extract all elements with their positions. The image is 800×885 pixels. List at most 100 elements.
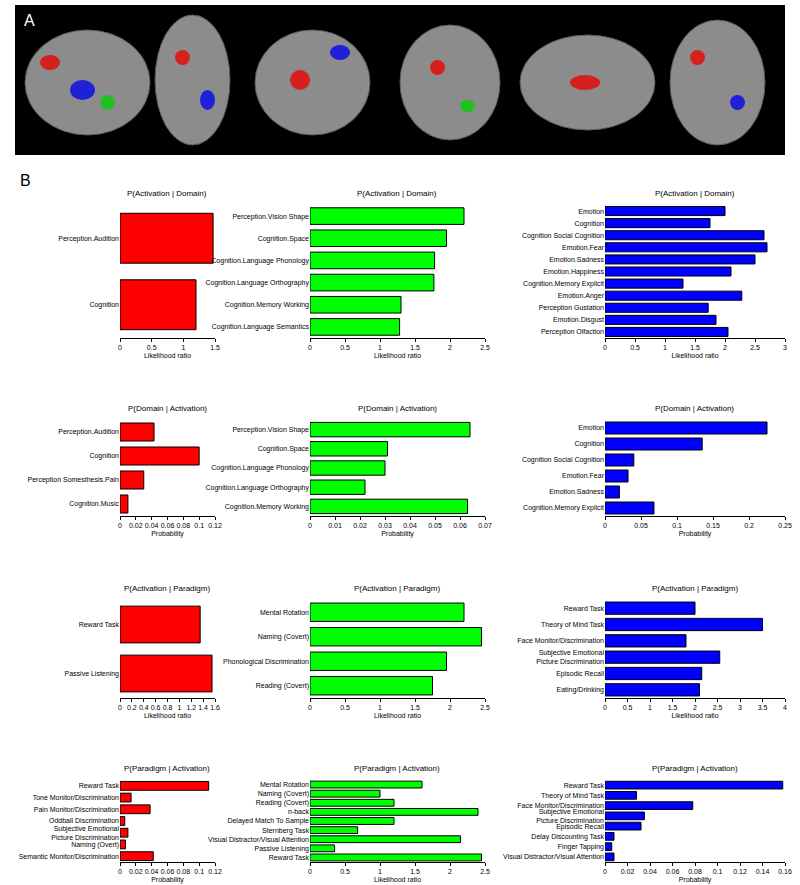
svg-text:3.5: 3.5 [758,704,768,711]
svg-text:0.02: 0.02 [621,868,635,875]
svg-text:Perception.Audition: Perception.Audition [58,235,119,243]
svg-text:1: 1 [648,704,652,711]
svg-text:Probability: Probability [381,530,414,538]
svg-text:Delay Discounting Task: Delay Discounting Task [531,833,604,841]
svg-text:Phonological Discrimination: Phonological Discrimination [223,658,309,666]
svg-text:Probability: Probability [679,876,712,884]
svg-text:2.5: 2.5 [480,344,490,351]
svg-text:Emotion.Disgust: Emotion.Disgust [553,316,604,324]
svg-text:0.5: 0.5 [630,344,640,351]
svg-text:Likelihood ratio: Likelihood ratio [374,876,421,883]
svg-text:Visual Distractor/Visual Atten: Visual Distractor/Visual Attention [208,836,309,843]
svg-text:Episodic Recall: Episodic Recall [556,670,604,678]
svg-text:0.12: 0.12 [208,868,222,875]
svg-text:0: 0 [603,704,607,711]
svg-text:Cognition.Memory Working: Cognition.Memory Working [225,301,309,309]
svg-text:0.06: 0.06 [453,522,467,529]
svg-text:Cognition.Memory Explicit: Cognition.Memory Explicit [523,504,604,512]
svg-text:1.4: 1.4 [198,704,208,711]
svg-text:Reward Task: Reward Task [564,605,605,612]
svg-text:Cognition: Cognition [89,301,119,309]
svg-text:0.04: 0.04 [145,522,159,529]
svg-text:Naming (Covert): Naming (Covert) [258,790,309,798]
svg-text:0: 0 [118,704,122,711]
svg-text:0: 0 [118,344,122,351]
svg-text:0: 0 [308,344,312,351]
svg-text:Mental Rotation: Mental Rotation [260,609,309,616]
svg-text:P(Activation | Paradigm): P(Activation | Paradigm) [354,584,440,593]
svg-text:P(Activation | Paradigm): P(Activation | Paradigm) [652,584,738,593]
svg-text:Emotion: Emotion [578,208,604,215]
svg-text:0.5: 0.5 [340,344,350,351]
svg-text:P(Paradigm | Activation): P(Paradigm | Activation) [652,764,738,773]
svg-text:Cognition.Music: Cognition.Music [69,500,119,508]
svg-text:1: 1 [177,704,181,711]
svg-text:Likelihood ratio: Likelihood ratio [374,352,421,359]
svg-text:0.2: 0.2 [127,704,137,711]
svg-text:0.03: 0.03 [378,522,392,529]
svg-text:1.2: 1.2 [186,704,196,711]
svg-text:P(Domain | Activation): P(Domain | Activation) [358,404,437,413]
svg-text:Reading (Covert): Reading (Covert) [256,799,309,807]
svg-text:Perception.Vision Shape: Perception.Vision Shape [232,213,309,221]
svg-text:Cognition.Space: Cognition.Space [258,445,309,453]
svg-text:2.5: 2.5 [713,704,723,711]
svg-text:0.06: 0.06 [666,868,680,875]
svg-text:0.1: 0.1 [194,522,204,529]
svg-text:1.5: 1.5 [410,868,420,875]
svg-text:0.1: 0.1 [672,522,682,529]
svg-text:Face Monitor/Discrimination: Face Monitor/Discrimination [517,802,604,809]
svg-text:0.05: 0.05 [428,522,442,529]
svg-text:2.5: 2.5 [750,344,760,351]
svg-text:Cognition: Cognition [574,440,604,448]
svg-text:Emotion.Happiness: Emotion.Happiness [543,268,604,276]
svg-text:Cognition Social Cognition: Cognition Social Cognition [522,456,604,464]
svg-text:0.5: 0.5 [623,704,633,711]
svg-text:P(Activation | Domain): P(Activation | Domain) [357,189,437,198]
svg-text:B: B [20,172,31,189]
svg-text:Cognition.Memory Explicit: Cognition.Memory Explicit [523,280,604,288]
svg-text:Likelihood ratio: Likelihood ratio [144,712,191,719]
svg-text:Passive Listening: Passive Listening [255,845,310,853]
svg-text:Likelihood ratio: Likelihood ratio [144,352,191,359]
svg-text:4: 4 [783,704,787,711]
svg-text:Emotion.Anger: Emotion.Anger [558,292,605,300]
svg-text:Emotion.Sadness: Emotion.Sadness [549,256,604,263]
svg-text:0.14: 0.14 [756,868,770,875]
svg-text:Subjective EmotionalPicture Di: Subjective EmotionalPicture Discriminati… [536,649,604,665]
svg-text:0.5: 0.5 [340,704,350,711]
svg-text:0.04: 0.04 [145,868,159,875]
svg-text:2: 2 [448,344,452,351]
svg-text:Perception Gustation: Perception Gustation [539,304,604,312]
svg-text:Eating/Drinking: Eating/Drinking [557,686,605,694]
svg-text:Emotion.Fear: Emotion.Fear [562,472,605,479]
svg-text:P(Paradigm | Activation): P(Paradigm | Activation) [354,764,440,773]
svg-text:0.5: 0.5 [147,344,157,351]
svg-text:0.06: 0.06 [161,868,175,875]
svg-text:n-back: n-back [288,808,310,815]
svg-text:0.4: 0.4 [139,704,149,711]
svg-text:Emotion.Sadness: Emotion.Sadness [549,488,604,495]
svg-text:Likelihood ratio: Likelihood ratio [671,352,718,359]
svg-text:1: 1 [181,344,185,351]
svg-text:1.5: 1.5 [668,704,678,711]
svg-text:Emotion: Emotion [578,424,604,431]
svg-text:Oddball Discrimination: Oddball Discrimination [49,817,119,824]
svg-text:Mental Rotation: Mental Rotation [260,781,309,788]
svg-text:Probability: Probability [151,530,184,538]
svg-text:0.12: 0.12 [733,868,747,875]
svg-text:0.08: 0.08 [177,522,191,529]
svg-text:P(Activation | Domain): P(Activation | Domain) [655,189,735,198]
svg-text:0.12: 0.12 [208,522,222,529]
svg-text:Likelihood ratio: Likelihood ratio [374,712,421,719]
svg-text:Delayed Match To Sample: Delayed Match To Sample [227,817,309,825]
svg-text:3: 3 [783,344,787,351]
svg-text:Tone Monitor/Discrimination: Tone Monitor/Discrimination [33,794,119,801]
svg-text:Likelihood ratio: Likelihood ratio [671,712,718,719]
svg-text:0.8: 0.8 [163,704,173,711]
svg-text:3: 3 [738,704,742,711]
svg-text:0.02: 0.02 [353,522,367,529]
svg-text:0.16: 0.16 [778,868,792,875]
svg-text:P(Activation | Paradigm): P(Activation | Paradigm) [124,584,210,593]
svg-text:0: 0 [603,522,607,529]
